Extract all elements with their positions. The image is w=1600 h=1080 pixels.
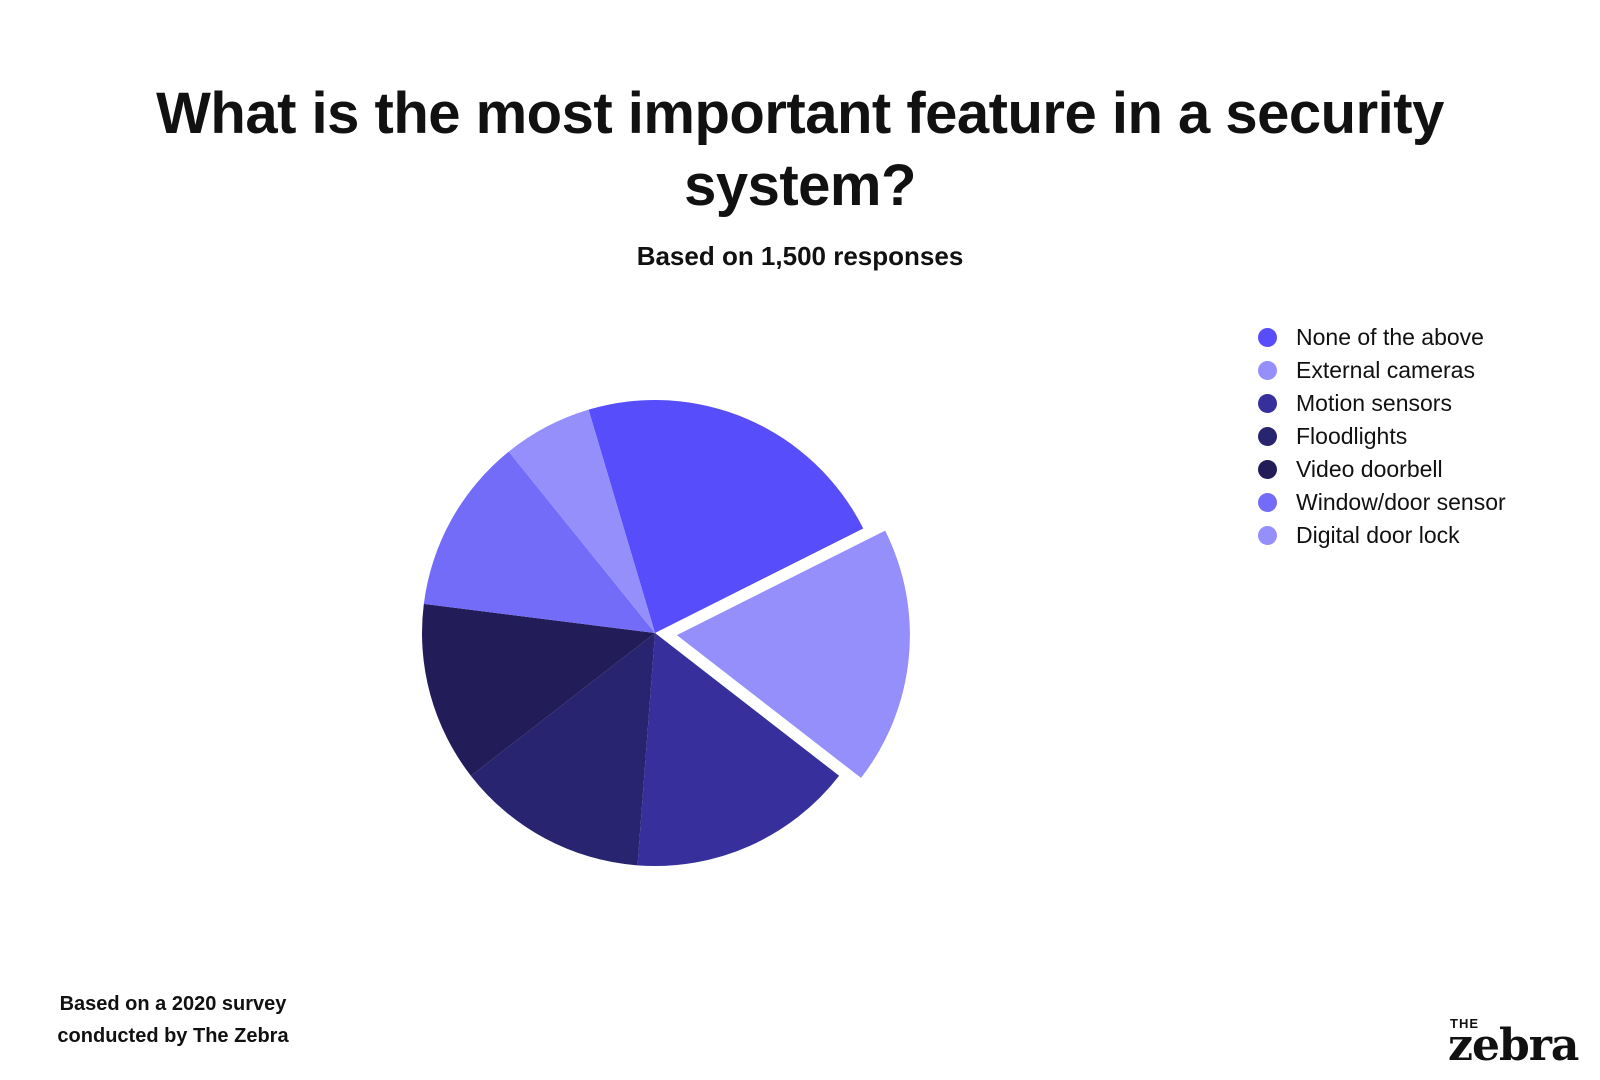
legend-swatch xyxy=(1258,460,1277,479)
pie-slice-digital-door-lock xyxy=(508,409,655,633)
pie-slice-floodlights xyxy=(470,633,655,866)
chart-subtitle: Based on 1,500 responses xyxy=(636,241,964,271)
zebra-logo: THE zebra xyxy=(1448,1016,1598,1072)
legend-item: None of the above xyxy=(1258,322,1558,353)
legend-swatch xyxy=(1258,493,1277,512)
legend-item: External cameras xyxy=(1258,355,1558,386)
chart-legend: None of the above External cameras Motion … xyxy=(1258,322,1558,553)
legend-label: External cameras xyxy=(1296,357,1475,383)
legend-label: None of the above xyxy=(1296,324,1484,350)
legend-swatch xyxy=(1258,427,1277,446)
pie-slice-window-door-sensor xyxy=(423,451,655,633)
legend-swatch xyxy=(1258,526,1277,545)
legend-swatch xyxy=(1258,328,1277,347)
legend-label: Floodlights xyxy=(1296,423,1408,449)
legend-item: Video doorbell xyxy=(1258,454,1558,485)
legend-item: Motion sensors xyxy=(1258,388,1558,419)
legend-label: Window/door sensor xyxy=(1296,489,1506,515)
logo-wordmark: zebra xyxy=(1448,1020,1579,1071)
pie-slice-video-doorbell xyxy=(421,603,655,776)
legend-swatch xyxy=(1258,394,1277,413)
legend-item: Floodlights xyxy=(1258,421,1558,452)
legend-label: Motion sensors xyxy=(1296,390,1452,416)
survey-footnote: Based on a 2020 survey conducted by The … xyxy=(57,993,289,1047)
legend-label: Digital door lock xyxy=(1296,522,1460,548)
legend-item: Window/door sensor xyxy=(1258,487,1558,518)
logo-small-text: THE xyxy=(1450,1016,1479,1031)
pie-slice-none-of-the-above xyxy=(588,400,864,633)
chart-title: What is the most important feature in a … xyxy=(156,81,1444,218)
legend-label: Video doorbell xyxy=(1296,456,1443,482)
pie-slice-external-cameras xyxy=(676,530,910,778)
legend-item: Digital door lock xyxy=(1258,520,1558,551)
pie-slice-motion-sensors xyxy=(637,633,840,866)
legend-swatch xyxy=(1258,361,1277,380)
